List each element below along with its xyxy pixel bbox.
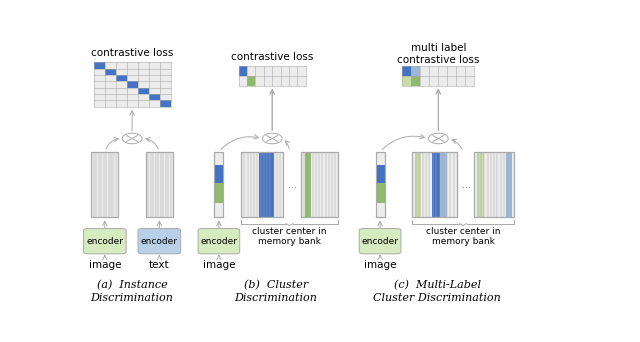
Bar (403, 66, 412, 76)
Bar (376, 152, 385, 218)
Bar (412, 152, 457, 218)
Bar (412, 76, 420, 86)
Bar (116, 75, 127, 81)
Bar (376, 166, 385, 183)
FancyBboxPatch shape (359, 228, 401, 254)
Bar (415, 152, 421, 218)
Bar (148, 94, 159, 101)
FancyBboxPatch shape (198, 228, 240, 254)
Bar (127, 81, 138, 88)
Text: text: text (149, 260, 170, 269)
FancyBboxPatch shape (138, 228, 180, 254)
Bar (431, 152, 440, 218)
Bar (301, 152, 338, 218)
Bar (138, 88, 148, 94)
Bar (214, 152, 223, 218)
Bar (301, 152, 338, 218)
Text: encoder: encoder (200, 237, 237, 246)
Bar (93, 62, 104, 68)
Text: cluster center in
memory bank: cluster center in memory bank (426, 227, 500, 246)
Bar (376, 152, 385, 218)
Bar (247, 76, 255, 86)
Bar (403, 66, 474, 86)
Text: image: image (88, 260, 121, 269)
Text: contrastive loss: contrastive loss (91, 48, 173, 58)
Text: contrastive loss: contrastive loss (231, 52, 314, 62)
Bar (91, 152, 118, 218)
Bar (146, 152, 173, 218)
Bar (239, 66, 247, 76)
Text: (a)  Instance
Discrimination: (a) Instance Discrimination (91, 280, 173, 303)
Bar (214, 152, 223, 218)
Bar (104, 68, 116, 75)
Bar (93, 62, 170, 107)
Bar (412, 152, 457, 218)
Bar (305, 152, 311, 218)
Text: ...: ... (289, 180, 298, 189)
Bar (91, 152, 118, 218)
Bar (259, 152, 266, 218)
Bar (214, 166, 223, 183)
Bar (412, 66, 420, 76)
Bar (239, 66, 306, 86)
Bar (241, 152, 284, 218)
Bar (159, 101, 170, 107)
Text: image: image (203, 260, 235, 269)
Bar (474, 152, 514, 218)
Bar (403, 76, 412, 86)
Text: (c)  Multi-Label
Cluster Discrimination: (c) Multi-Label Cluster Discrimination (373, 280, 501, 303)
Bar (376, 183, 385, 203)
Bar (146, 152, 173, 218)
Text: encoder: encoder (86, 237, 124, 246)
Bar (474, 152, 514, 218)
Bar (266, 152, 274, 218)
Bar (241, 152, 284, 218)
Text: (b)  Cluster
Discrimination: (b) Cluster Discrimination (234, 280, 317, 303)
Text: ...: ... (462, 180, 471, 189)
Text: image: image (364, 260, 396, 269)
Bar (506, 152, 512, 218)
Text: multi label
contrastive loss: multi label contrastive loss (397, 43, 479, 65)
Text: encoder: encoder (362, 237, 399, 246)
Text: cluster center in
memory bank: cluster center in memory bank (252, 227, 327, 246)
Bar (440, 152, 447, 218)
Bar (477, 152, 484, 218)
Bar (214, 183, 223, 203)
FancyBboxPatch shape (83, 228, 126, 254)
Text: encoder: encoder (141, 237, 178, 246)
